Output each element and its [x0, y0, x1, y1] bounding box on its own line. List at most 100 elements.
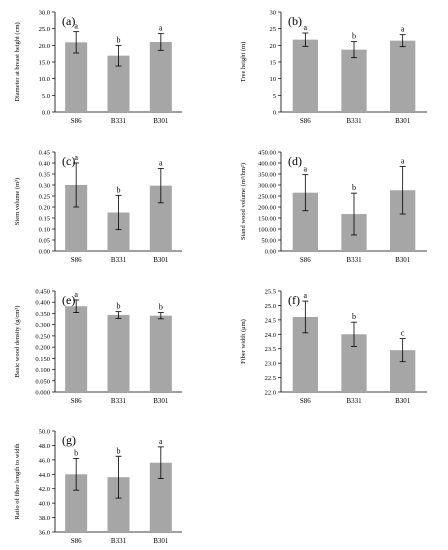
panel-label: (b): [288, 14, 302, 28]
y-tick-label: 25.0: [39, 26, 50, 33]
y-tick-label: 10.0: [39, 76, 50, 83]
y-tick-label: 0.300: [35, 322, 50, 329]
y-tick-label: 0.150: [35, 356, 50, 363]
y-tick-label: 0.10: [39, 227, 50, 234]
y-tick-label: 0.250: [35, 333, 50, 340]
y-tick-label: 0.35: [39, 172, 50, 179]
y-tick-label: 20.0: [39, 43, 50, 50]
x-tick-label: B301: [395, 256, 411, 264]
y-tick-label: 0.15: [39, 216, 50, 223]
x-tick-label: S86: [300, 256, 311, 264]
y-tick-label: 50.0: [39, 429, 50, 436]
y-axis-label: Tree height (m): [240, 42, 247, 83]
bar-s86: [65, 42, 88, 113]
y-tick-label: 24.0: [265, 332, 276, 339]
x-tick-label: S86: [71, 256, 82, 264]
y-axis-label: Basic wood density (g/cm³): [14, 306, 21, 378]
bar-b301: [390, 40, 416, 112]
x-tick-label: B331: [111, 117, 127, 125]
y-tick-label: 0.200: [35, 345, 50, 352]
y-tick-label: 20: [270, 43, 277, 50]
x-tick-label: S86: [71, 537, 82, 545]
significance-letter: a: [159, 24, 163, 33]
bar-b331: [107, 477, 130, 532]
panel-f: 22.0 22.5 23.0 23.5 24.0 24.5 25.0 25.5 a S86 b B33…: [240, 289, 427, 405]
significance-letter: b: [117, 185, 121, 194]
significance-letter: a: [74, 153, 78, 162]
y-tick-label: 0.20: [39, 205, 50, 212]
bar-b331: [341, 49, 367, 112]
significance-letter: a: [74, 290, 78, 299]
bar-s86: [65, 474, 88, 532]
y-tick-label: 0.30: [39, 183, 50, 190]
y-tick-label: 46.0: [39, 457, 50, 464]
bar-s86: [65, 185, 88, 251]
y-tick-label: 0.0: [42, 110, 50, 117]
panel-label: (d): [288, 154, 302, 168]
x-tick-label: B301: [395, 117, 411, 125]
significance-letter: a: [401, 157, 405, 166]
y-tick-label: 42.0: [39, 486, 50, 493]
y-tick-label: 0.050: [35, 378, 50, 385]
y-tick-label: 0.25: [39, 194, 50, 201]
panel-g: 36.0 38.0 40.0 42.0 44.0 46.0 48.0 50.0 b S86 b B33…: [14, 429, 182, 545]
y-tick-label: 0.05: [39, 238, 50, 245]
y-axis-label: Ratio of fiber length to width: [14, 443, 21, 520]
panel-label: (c): [62, 154, 75, 168]
y-tick-label: 24.5: [265, 317, 276, 324]
y-tick-label: 300.00: [258, 183, 276, 190]
y-tick-label: 40.0: [39, 501, 50, 508]
y-axis-label: Stand wood volume (m³/hm²): [240, 163, 247, 240]
panel-b: 0 5 10 15 20 25 30 a S86 b B331 a B301 (b) Tree height…: [240, 10, 427, 125]
x-tick-label: B331: [111, 256, 127, 264]
x-tick-label: S86: [71, 397, 82, 405]
significance-letter: b: [352, 312, 356, 321]
y-tick-label: 400.00: [258, 161, 276, 168]
y-tick-label: 200.00: [258, 205, 276, 212]
y-tick-label: 10: [270, 76, 277, 83]
y-tick-label: 30.0: [39, 10, 50, 17]
significance-letter: a: [74, 22, 78, 31]
y-tick-label: 0.00: [39, 249, 50, 256]
panel-label: (e): [62, 293, 75, 307]
panel-label: (f): [288, 293, 300, 307]
panel-d: 0.00 50.00 100.00 150.00 200.00 250.00 300.00 3…: [240, 150, 427, 264]
x-tick-label: S86: [300, 397, 311, 405]
y-tick-label: 0.000: [35, 390, 50, 397]
y-tick-label: 450.00: [258, 150, 276, 157]
y-axis-label: Diameter at breast height (cm): [14, 22, 21, 101]
y-tick-label: 25.5: [265, 289, 276, 296]
y-tick-label: 0.40: [39, 161, 50, 168]
y-tick-label: 0.100: [35, 367, 50, 374]
y-tick-label: 0.00: [265, 249, 276, 256]
bar-b301: [149, 42, 172, 112]
x-tick-label: B301: [153, 117, 169, 125]
significance-letter: c: [401, 329, 405, 338]
significance-letter: b: [352, 183, 356, 192]
y-tick-label: 5: [273, 93, 276, 100]
y-tick-label: 30: [270, 10, 277, 17]
x-tick-label: B331: [111, 397, 127, 405]
panel-c: 0.00 0.05 0.10 0.15 0.20 0.25 0.30 0.35 0.40 0.45…: [14, 150, 182, 264]
y-tick-label: 100.00: [258, 227, 276, 234]
x-tick-label: S86: [300, 117, 311, 125]
x-tick-label: B301: [395, 397, 411, 405]
bar-b331: [107, 212, 130, 251]
significance-letter: a: [304, 165, 308, 174]
y-tick-label: 23.5: [265, 346, 276, 353]
x-tick-label: B331: [111, 537, 127, 545]
bar-s86: [65, 306, 88, 392]
bar-b331: [107, 315, 130, 392]
x-tick-label: B331: [346, 256, 362, 264]
y-tick-label: 15: [270, 60, 277, 67]
y-tick-label: 50.00: [261, 238, 276, 245]
x-tick-label: B331: [346, 397, 362, 405]
x-tick-label: S86: [71, 117, 82, 125]
y-tick-label: 48.0: [39, 443, 50, 450]
significance-letter: b: [117, 35, 121, 44]
y-tick-label: 15.0: [39, 60, 50, 67]
y-tick-label: 0: [273, 110, 276, 117]
x-tick-label: B301: [153, 256, 169, 264]
